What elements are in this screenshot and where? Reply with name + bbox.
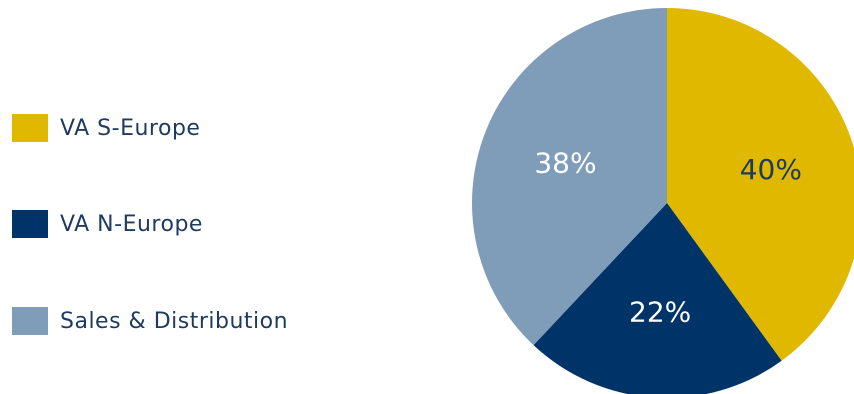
legend-swatch-sales-distribution — [12, 307, 48, 335]
legend-label-sales-distribution: Sales & Distribution — [60, 308, 289, 334]
legend-label-va-n-europe: VA N-Europe — [60, 211, 203, 237]
legend: VA S-Europe VA N-Europe Sales & Distribu… — [12, 0, 392, 394]
pie-label-va-n-europe: 22% — [629, 295, 691, 328]
pie-slice-sales-distribution — [472, 8, 667, 346]
pie-slice-va-n-europe — [533, 203, 782, 394]
legend-swatch-va-s-europe — [12, 114, 48, 142]
legend-swatch-va-n-europe — [12, 210, 48, 238]
pie-label-sales-distribution: 38% — [534, 146, 596, 179]
pie-label-va-s-europe: 40% — [740, 153, 802, 186]
legend-label-va-s-europe: VA S-Europe — [60, 115, 201, 141]
pie-slice-va-s-europe — [667, 8, 854, 361]
legend-item-va-n-europe: VA N-Europe — [12, 207, 203, 241]
legend-item-sales-distribution: Sales & Distribution — [12, 304, 288, 338]
legend-item-va-s-europe: VA S-Europe — [12, 111, 200, 145]
